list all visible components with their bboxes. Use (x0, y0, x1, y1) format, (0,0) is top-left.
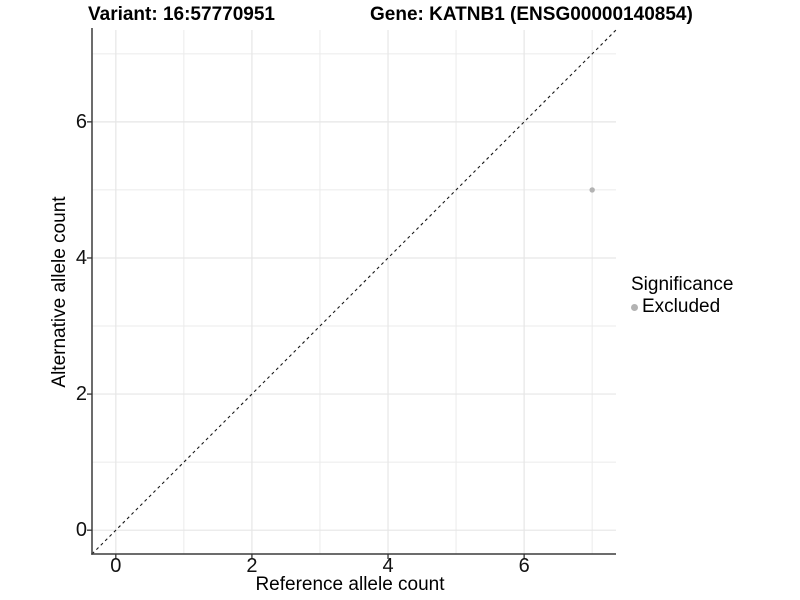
legend-point-icon (631, 303, 638, 311)
y-tick-label: 0 (75, 519, 87, 542)
legend-item-excluded: Excluded (631, 297, 733, 317)
legend-item-label: Excluded (642, 296, 721, 317)
x-tick-label: 0 (110, 555, 122, 577)
x-tick-label: 6 (518, 555, 530, 577)
x-axis-title: Reference allele count (255, 574, 445, 595)
legend-title: Significance (631, 274, 734, 295)
y-tick-label: 6 (75, 110, 87, 133)
plot-title-variant: Variant: 16:57770951 (88, 4, 275, 25)
legend: Significance Excluded (631, 274, 733, 317)
x-tick-label: 2 (246, 555, 258, 577)
identity-line (91, 29, 617, 555)
data-point (589, 187, 595, 193)
y-tick-label: 4 (75, 246, 87, 269)
y-axis-title: Alternative allele count (49, 196, 70, 388)
plot-title-gene: Gene: KATNB1 (ENSG00000140854) (370, 4, 693, 25)
y-tick-label: 2 (75, 383, 87, 406)
x-tick-label: 4 (382, 555, 394, 577)
